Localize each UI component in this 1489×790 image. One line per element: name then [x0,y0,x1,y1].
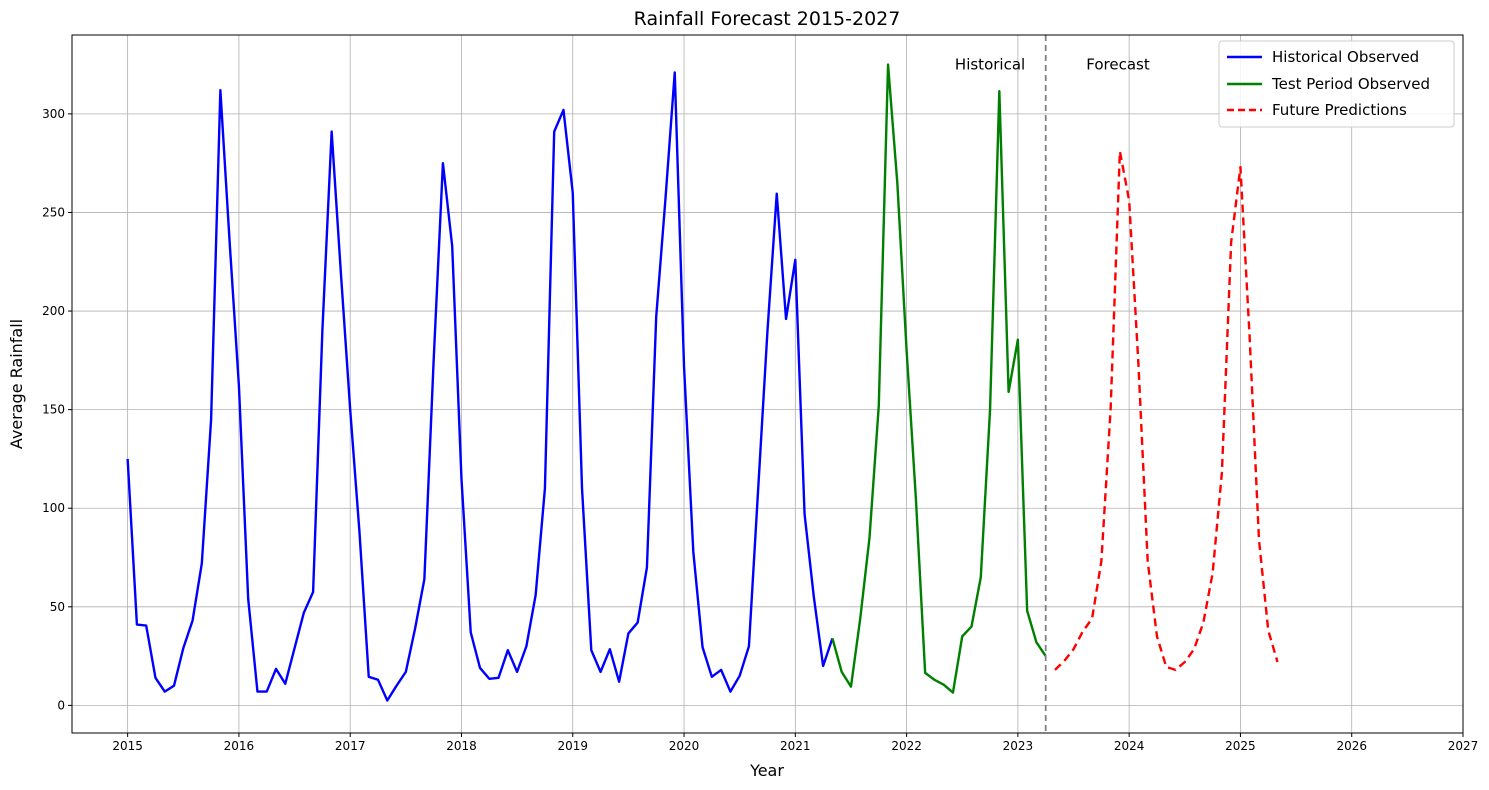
x-tick-label: 2027 [1448,739,1479,753]
annotations: Historical Forecast [955,56,1150,74]
x-tick-label: 2026 [1336,739,1367,753]
y-axis-title: Average Rainfall [7,319,26,449]
y-tick-label: 200 [42,304,65,318]
legend-label-forecast: Future Predictions [1272,101,1407,119]
y-tick-label: 100 [42,501,65,515]
y-axis-ticks: 0 50 100 150 200 250 300 [42,107,72,712]
series-line-forecast [1054,150,1279,672]
x-tick-label: 2016 [224,739,255,753]
series-lines [126,63,1279,702]
x-tick-label: 2021 [780,739,811,753]
legend: Historical Observed Test Period Observed… [1218,40,1455,128]
y-tick-label: 300 [42,107,65,121]
x-tick-label: 2015 [112,739,143,753]
x-tick-label: 2017 [335,739,366,753]
series-line-test [831,63,1047,694]
y-tick-label: 250 [42,205,65,219]
y-tick-label: 150 [42,403,65,417]
annotation-label: Forecast [1086,56,1150,74]
y-tick-label: 0 [57,698,65,712]
x-tick-label: 2019 [557,739,588,753]
plot-area-frame [71,34,1464,734]
legend-label-test: Test Period Observed [1271,75,1430,93]
x-tick-label: 2018 [446,739,477,753]
x-tick-label: 2024 [1114,739,1145,753]
series-line-historical [126,71,834,702]
chart-title: Rainfall Forecast 2015-2027 [634,8,901,30]
x-tick-label: 2025 [1225,739,1256,753]
x-tick-label: 2022 [891,739,922,753]
y-tick-label: 50 [50,600,65,614]
x-tick-label: 2023 [1003,739,1034,753]
x-axis-ticks: 2015 2016 2017 2018 2019 2020 2021 2022 2023 2024… [112,733,1478,753]
x-tick-label: 2020 [669,739,700,753]
annotation-label: Historical [955,56,1025,74]
x-axis-title: Year [749,761,784,780]
legend-label-historical: Historical Observed [1272,48,1419,66]
legend-box [1218,40,1455,128]
